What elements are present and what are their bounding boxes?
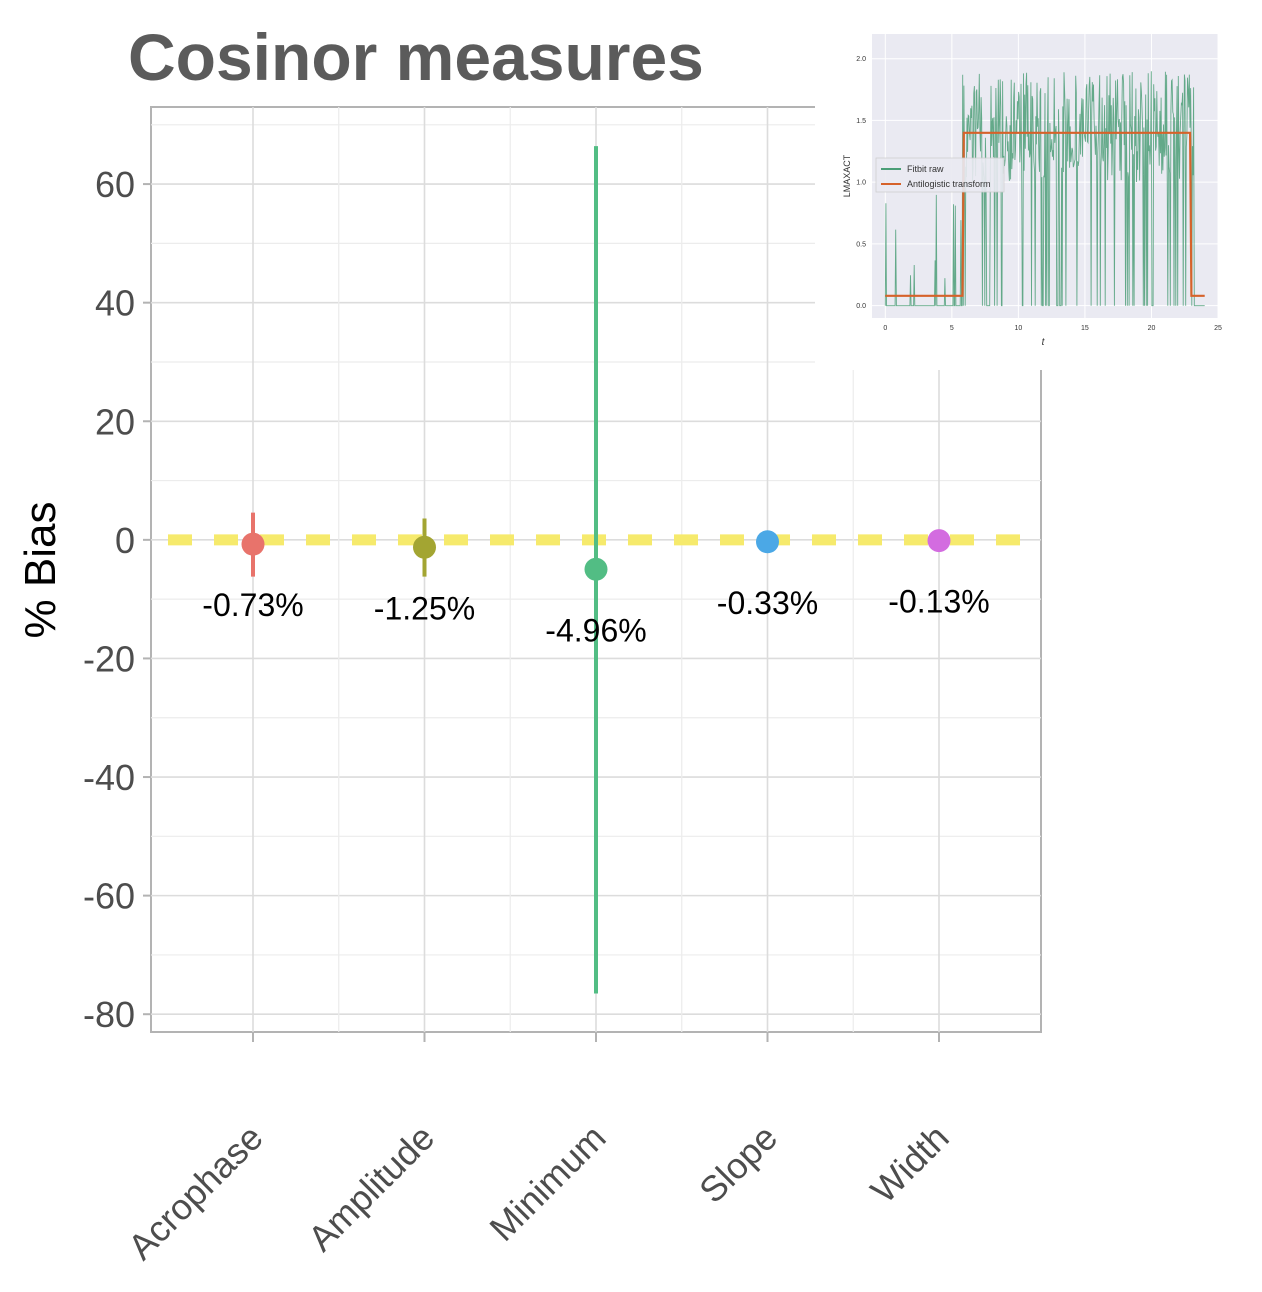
point-label: -4.96%: [545, 612, 646, 648]
inset-y-axis-title: LMAXACT: [842, 154, 852, 197]
inset-legend: Fitbit raw Antilogistic transform: [875, 157, 1005, 193]
x-tick-label: Amplitude: [300, 1117, 442, 1259]
x-tick-label: Slope: [691, 1117, 785, 1211]
inset-y-tick-label: 0.0: [856, 303, 866, 310]
points: [241, 529, 951, 581]
inset-y-tick-label: 2.0: [856, 56, 866, 63]
inset-x-axis-title: t: [1042, 337, 1046, 348]
inset-y-tick-label: 1.0: [856, 180, 866, 187]
inset-x-tick-label: 5: [950, 325, 954, 332]
inset-series: [884, 71, 1205, 307]
inset-x-tick-label: 15: [1081, 325, 1089, 332]
inset-series-antilogistic: [885, 131, 1205, 297]
y-tick-label: 0: [115, 520, 135, 561]
x-tick-label: Width: [863, 1117, 957, 1211]
y-tick-label: 40: [95, 283, 135, 324]
x-tick-label: Minimum: [481, 1117, 613, 1249]
inset-chart: 0 5 10 15 20 25 0.0 0.5 1.0 1.5 2.0 LMAXACT t Fitb…: [815, 20, 1235, 370]
inset-x-tick-label: 25: [1214, 325, 1222, 332]
y-tick-label: -80: [83, 994, 135, 1035]
y-axis: 60 40 20 0 -20 -40 -60 -80: [83, 164, 151, 1035]
inset-legend-box: [875, 157, 1005, 193]
y-tick-label: 20: [95, 401, 135, 442]
inset-legend-label: Antilogistic transform: [907, 179, 991, 189]
y-tick-label: -20: [83, 638, 135, 679]
point-label: -0.13%: [888, 584, 989, 620]
x-axis: Acrophase Amplitude Minimum Slope Width: [120, 1032, 957, 1267]
inset-ticks: 0 5 10 15 20 25 0.0 0.5 1.0 1.5 2.0: [856, 56, 1222, 332]
data-point: [413, 535, 436, 559]
y-tick-label: 60: [95, 164, 135, 205]
inset-x-tick-label: 20: [1148, 325, 1156, 332]
inset-series-fitbit-raw: [884, 71, 1205, 307]
x-tick-label: Acrophase: [120, 1117, 271, 1268]
point-labels: -0.73% -1.25% -4.96% -0.33% -0.13%: [202, 584, 989, 649]
point-label: -0.73%: [202, 587, 303, 623]
data-point: [756, 530, 779, 554]
point-label: -1.25%: [374, 590, 475, 626]
inset-x-tick-label: 0: [883, 325, 887, 332]
inset-y-tick-label: 0.5: [856, 241, 866, 248]
chart-title: Cosinor measures: [128, 20, 704, 94]
y-axis-title: % Bias: [16, 502, 65, 639]
y-tick-label: -60: [83, 876, 135, 917]
point-label: -0.33%: [717, 585, 818, 621]
data-point: [927, 529, 951, 553]
y-tick-label: -40: [83, 757, 135, 798]
data-point: [584, 557, 608, 581]
inset-y-tick-label: 1.5: [856, 118, 866, 125]
data-point: [241, 532, 265, 556]
inset-x-tick-label: 10: [1014, 325, 1022, 332]
inset-legend-label: Fitbit raw: [907, 164, 944, 174]
